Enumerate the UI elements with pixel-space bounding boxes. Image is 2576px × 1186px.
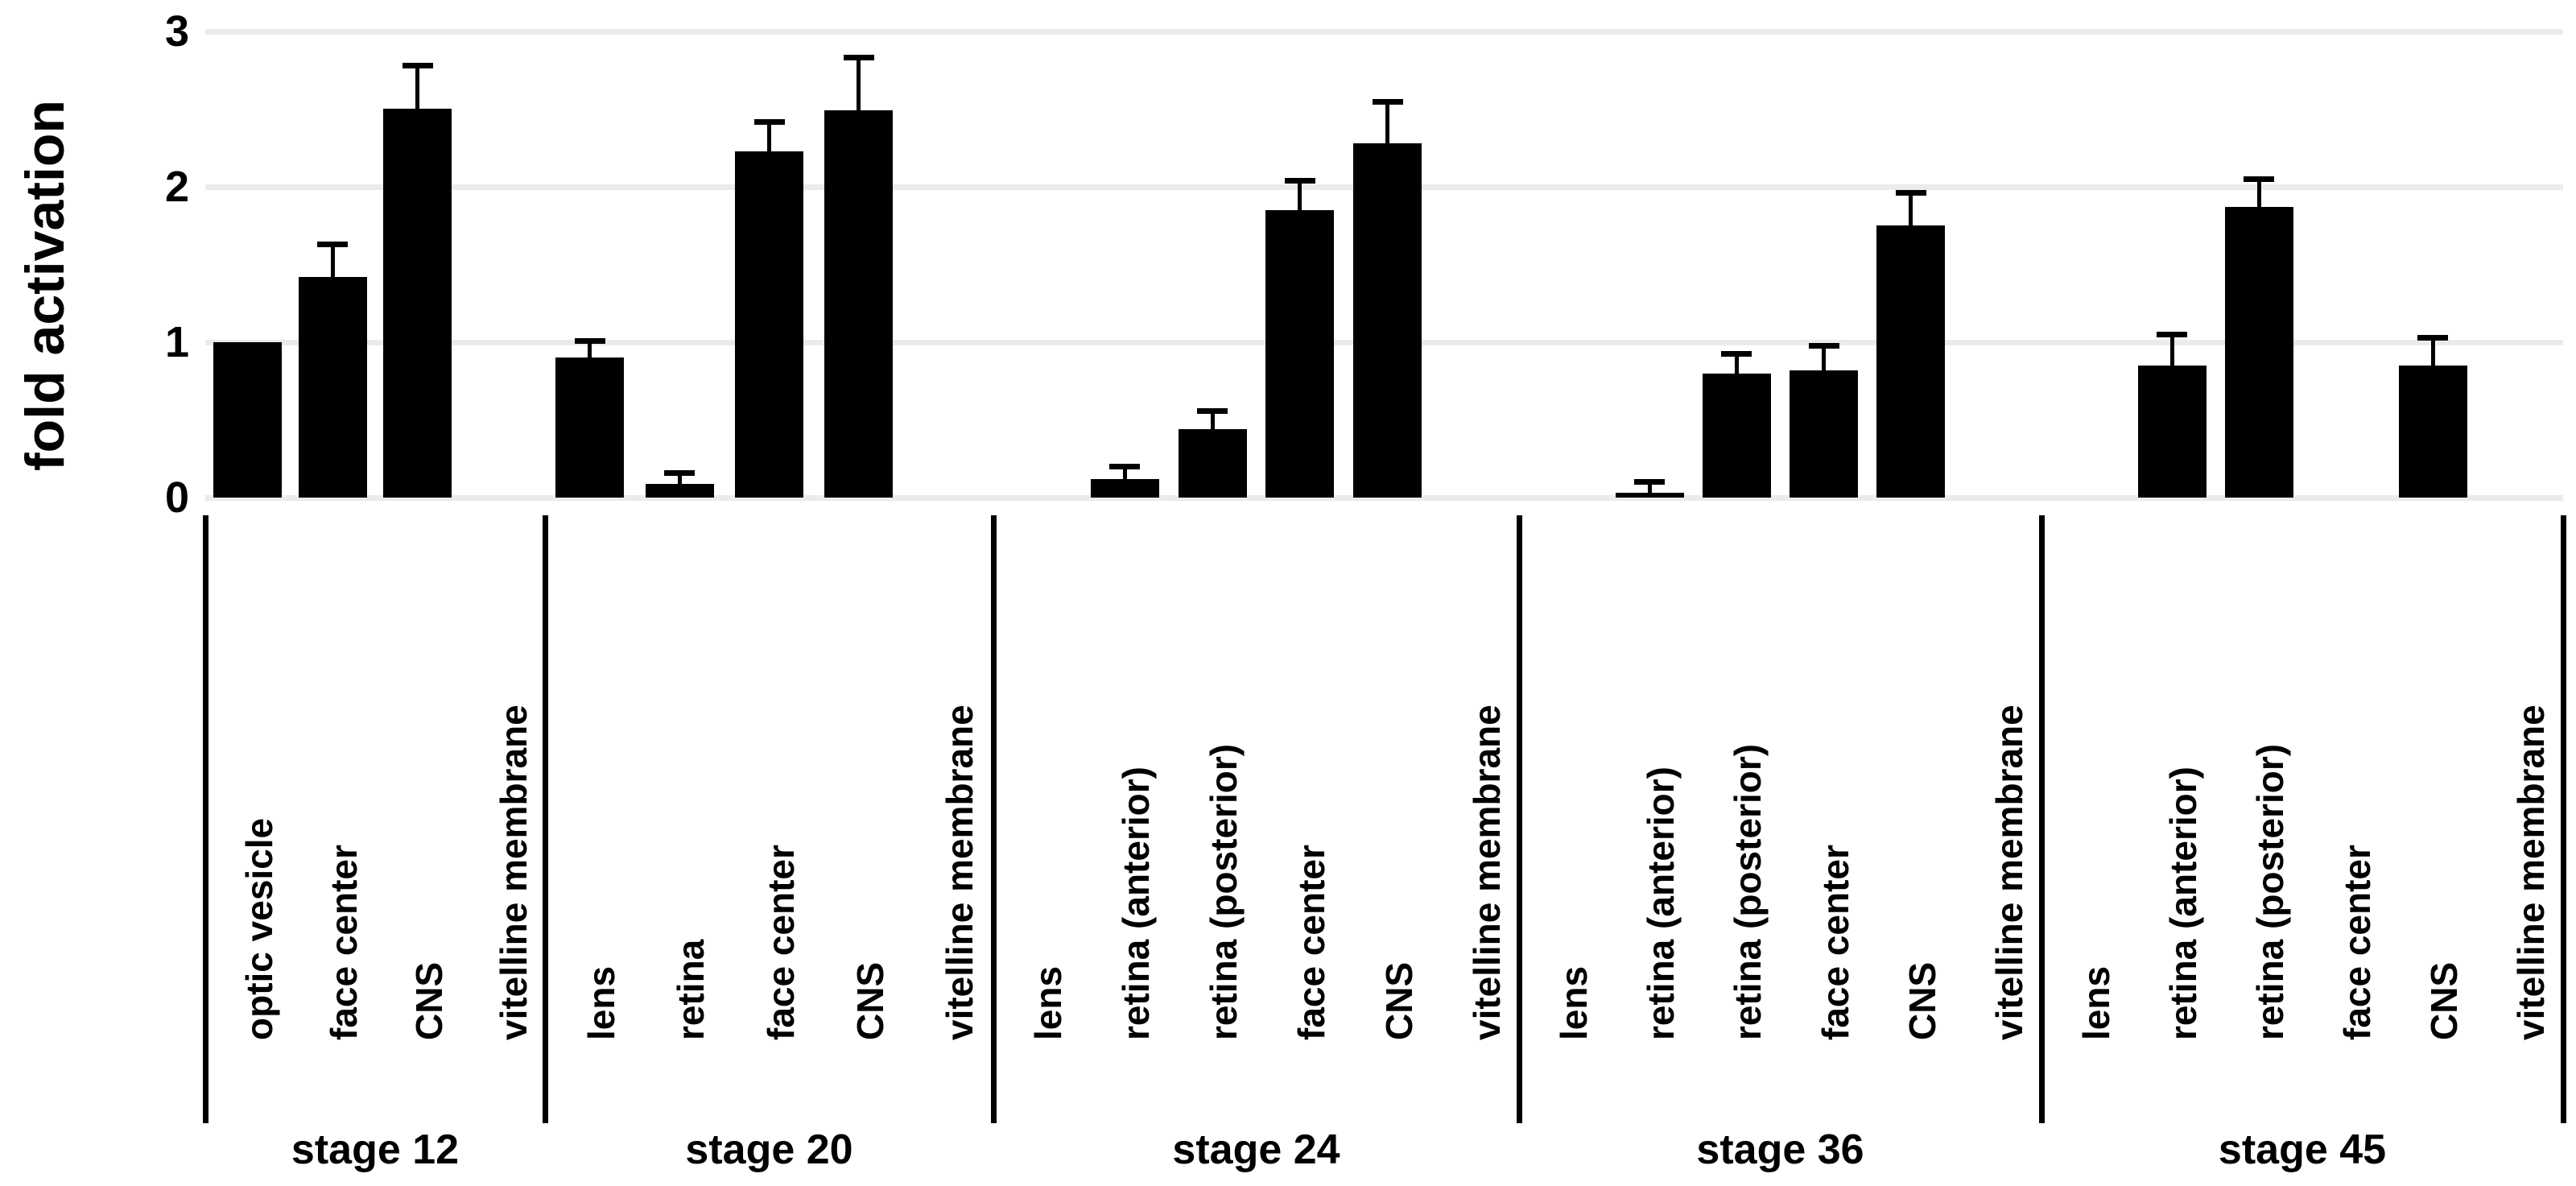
bar-stage45-2	[2225, 207, 2293, 498]
bar-stage20-3	[824, 110, 893, 498]
category-label: retina (posterior)	[1203, 743, 1245, 1040]
bar-stage36-2	[1703, 374, 1771, 498]
bar-stage20-0	[555, 357, 624, 498]
error-bar-stem	[2170, 336, 2174, 366]
error-bar-cap	[1634, 479, 1665, 485]
category-label: lens	[1027, 965, 1069, 1040]
category-label: retina (anterior)	[2162, 767, 2204, 1040]
category-label: lens	[2075, 965, 2117, 1040]
error-bar-stem	[1211, 412, 1215, 429]
gridline-0	[205, 495, 2563, 501]
error-bar-stem	[1648, 483, 1652, 493]
error-bar-stem	[1909, 194, 1913, 225]
bar-stage45-4	[2399, 366, 2467, 498]
y-tick-label-3: 3	[164, 7, 189, 56]
y-tick-label-1: 1	[164, 318, 189, 366]
bar-stage36-1	[1616, 493, 1684, 498]
category-label: retina	[670, 939, 712, 1040]
category-label: vitelline membrane	[1466, 705, 1508, 1040]
y-axis-title: fold activation	[14, 100, 76, 471]
bar-stage36-4	[1876, 225, 1945, 498]
stage-label: stage 24	[1172, 1126, 1340, 1173]
stage-label: stage 20	[685, 1126, 853, 1173]
bar-stage24-3	[1265, 210, 1334, 498]
error-bar-cap	[2244, 176, 2274, 182]
error-bar-cap	[1285, 178, 1315, 184]
error-bar-cap	[1809, 343, 1839, 349]
error-bar-cap	[844, 55, 874, 60]
category-label: retina (posterior)	[1727, 743, 1769, 1040]
group-divider-2	[991, 515, 997, 1123]
error-bar-cap	[664, 470, 695, 476]
error-bar-stem	[857, 59, 861, 110]
category-label: vitelline membrane	[493, 705, 535, 1040]
bar-stage12-1	[299, 277, 367, 498]
error-bar-cap	[2157, 332, 2187, 337]
error-bar-stem	[1123, 468, 1127, 479]
group-divider-0	[203, 515, 208, 1123]
error-bar-stem	[1735, 355, 1739, 374]
bar-stage24-1	[1091, 479, 1159, 498]
category-label: CNS	[2423, 961, 2465, 1040]
error-bar-stem	[331, 246, 335, 277]
y-tick-label-2: 2	[164, 163, 189, 211]
group-divider-4	[2039, 515, 2045, 1123]
error-bar-cap	[1373, 99, 1403, 105]
category-label: vitelline membrane	[1988, 705, 2030, 1040]
category-label: retina (posterior)	[2249, 743, 2291, 1040]
error-bar-stem	[1385, 103, 1389, 143]
bar-stage20-2	[735, 151, 803, 498]
bar-stage24-2	[1179, 429, 1247, 498]
gridline-3	[205, 29, 2563, 35]
error-bar-cap	[402, 63, 433, 68]
y-tick-label-0: 0	[164, 473, 189, 522]
category-label: retina (anterior)	[1640, 767, 1682, 1040]
category-label: face center	[1814, 845, 1856, 1040]
group-divider-3	[1517, 515, 1522, 1123]
error-bar-stem	[588, 342, 592, 357]
error-bar-cap	[2417, 335, 2448, 341]
stage-label: stage 12	[291, 1126, 460, 1173]
error-bar-stem	[2431, 339, 2435, 366]
bar-stage45-1	[2138, 366, 2207, 498]
category-label: CNS	[1901, 961, 1943, 1040]
error-bar-cap	[1197, 408, 1228, 414]
category-label: face center	[760, 845, 802, 1040]
bar-stage36-3	[1790, 370, 1858, 498]
bar-stage12-2	[383, 109, 452, 498]
error-bar-cap	[754, 119, 785, 125]
error-bar-cap	[1721, 351, 1752, 357]
error-bar-stem	[415, 67, 419, 109]
error-bar-cap	[317, 242, 348, 247]
stage-label: stage 45	[2218, 1126, 2387, 1173]
error-bar-cap	[575, 338, 605, 344]
error-bar-stem	[2257, 180, 2261, 207]
error-bar-stem	[678, 474, 682, 484]
group-divider-1	[543, 515, 548, 1123]
category-label: CNS	[849, 961, 891, 1040]
category-label: face center	[2336, 845, 2378, 1040]
bar-stage24-4	[1353, 143, 1422, 498]
stage-label: stage 36	[1696, 1126, 1864, 1173]
error-bar-stem	[1822, 347, 1826, 370]
category-label: optic vesicle	[238, 817, 280, 1040]
category-label: lens	[1553, 965, 1595, 1040]
category-label: vitelline membrane	[2510, 705, 2552, 1040]
error-bar-stem	[1298, 182, 1302, 210]
category-label: CNS	[408, 961, 450, 1040]
category-label: face center	[1290, 845, 1332, 1040]
category-label: vitelline membrane	[939, 705, 980, 1040]
group-divider-5	[2561, 515, 2566, 1123]
category-label: lens	[580, 965, 622, 1040]
category-label: CNS	[1378, 961, 1420, 1040]
error-bar-cap	[1109, 464, 1140, 469]
bar-stage12-0	[213, 342, 282, 498]
category-label: retina (anterior)	[1115, 767, 1157, 1040]
category-label: face center	[323, 845, 365, 1040]
error-bar-stem	[767, 123, 771, 151]
bar-stage20-1	[646, 484, 714, 498]
error-bar-cap	[1896, 190, 1926, 196]
